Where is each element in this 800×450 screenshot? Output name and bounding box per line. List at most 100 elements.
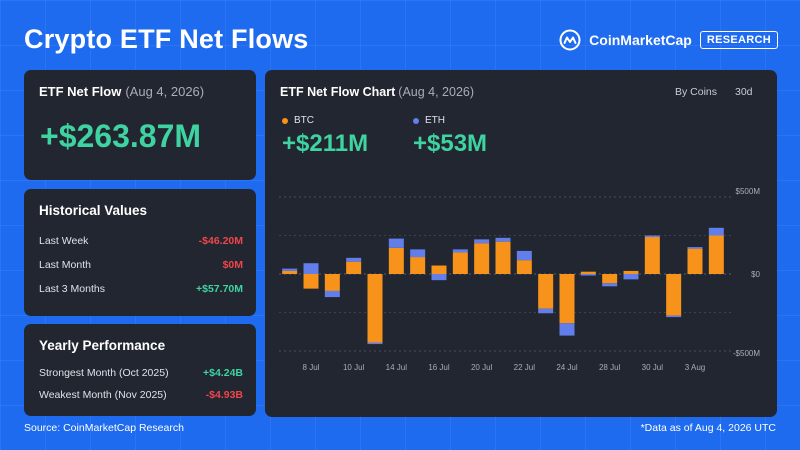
chart-title: ETF Net Flow Chart (Aug 4, 2026) bbox=[280, 85, 474, 99]
net-flow-header: ETF Net Flow (Aug 4, 2026) bbox=[39, 84, 204, 99]
bar-btc bbox=[303, 274, 319, 289]
bar-btc bbox=[644, 237, 660, 274]
yearly-performance-card: Yearly Performance Strongest Month (Oct … bbox=[24, 324, 256, 416]
bar-eth bbox=[516, 250, 532, 261]
historical-title: Historical Values bbox=[39, 203, 148, 218]
historical-row-value: -$46.20M bbox=[198, 235, 243, 247]
bar-eth bbox=[495, 237, 511, 242]
bar-eth bbox=[474, 239, 490, 244]
net-flow-value: +$263.87M bbox=[40, 118, 202, 154]
yearly-row: Strongest Month (Oct 2025) +$4.24B bbox=[39, 367, 243, 379]
x-tick-label: 24 Jul bbox=[556, 363, 578, 372]
bar-btc bbox=[282, 270, 298, 274]
eth-flow-value: +$53M bbox=[413, 130, 488, 157]
legend-eth: ETH bbox=[413, 115, 445, 126]
coinmarketcap-logo-icon bbox=[559, 29, 581, 51]
bar-btc bbox=[559, 274, 575, 324]
legend-eth-label: ETH bbox=[425, 115, 445, 126]
bar-btc bbox=[580, 271, 596, 274]
btc-flow-value: +$211M bbox=[282, 130, 369, 157]
historical-row: Last Month $0M bbox=[39, 259, 243, 271]
bar-eth bbox=[431, 274, 447, 281]
yearly-row: Weakest Month (Nov 2025) -$4.93B bbox=[39, 389, 243, 401]
bar-eth bbox=[324, 290, 340, 298]
eth-dot-icon bbox=[413, 117, 419, 124]
y-tick-label: -$500M bbox=[733, 349, 760, 358]
bar-eth bbox=[602, 283, 618, 287]
x-tick-label: 20 Jul bbox=[471, 363, 493, 372]
yearly-row-value: +$4.24B bbox=[203, 367, 243, 379]
bar-eth bbox=[666, 315, 682, 318]
y-tick-label: $0 bbox=[751, 270, 760, 279]
net-flow-date: (Aug 4, 2026) bbox=[125, 84, 205, 99]
bar-btc bbox=[367, 274, 383, 343]
flow-bar-chart: $500M $0 -$500M 8 Jul 10 Jul 14 Jul 16 Jul 20 J… bbox=[279, 187, 761, 372]
net-flow-card: ETF Net Flow (Aug 4, 2026) +$263.87M bbox=[24, 70, 256, 180]
bar-eth bbox=[559, 323, 575, 336]
yearly-title: Yearly Performance bbox=[39, 338, 166, 353]
chart-title-label: ETF Net Flow Chart bbox=[280, 85, 396, 99]
bar-btc bbox=[452, 252, 468, 274]
net-flow-chart-card: ETF Net Flow Chart (Aug 4, 2026) By Coins… bbox=[265, 70, 777, 417]
bar-eth bbox=[346, 257, 362, 262]
y-tick-label: $500M bbox=[736, 187, 761, 196]
bar-btc bbox=[687, 248, 703, 274]
net-flow-label: ETF Net Flow bbox=[39, 84, 122, 99]
bar-btc bbox=[516, 260, 532, 274]
historical-row-value: +$57.70M bbox=[196, 283, 243, 295]
historical-row: Last Week -$46.20M bbox=[39, 235, 243, 247]
bar-btc bbox=[623, 270, 639, 274]
historical-row-label: Last Month bbox=[39, 259, 91, 271]
x-tick-label: 28 Jul bbox=[599, 363, 621, 372]
bar-eth bbox=[367, 342, 383, 345]
bar-eth bbox=[538, 308, 554, 314]
source-note: Source: CoinMarketCap Research bbox=[24, 422, 184, 434]
yearly-row-label: Weakest Month (Nov 2025) bbox=[39, 389, 167, 401]
btc-dot-icon bbox=[282, 117, 288, 124]
yearly-row-value: -$4.93B bbox=[205, 389, 243, 401]
historical-values-card: Historical Values Last Week -$46.20M Las… bbox=[24, 189, 256, 316]
bar-eth bbox=[580, 274, 596, 276]
brand-tag: RESEARCH bbox=[699, 31, 778, 49]
x-tick-label: 16 Jul bbox=[428, 363, 450, 372]
legend-btc: BTC bbox=[282, 115, 314, 126]
bar-btc bbox=[708, 235, 724, 274]
historical-row-label: Last 3 Months bbox=[39, 283, 105, 295]
x-tick-label: 10 Jul bbox=[343, 363, 365, 372]
bar-eth bbox=[282, 268, 298, 271]
page-title: Crypto ETF Net Flows bbox=[24, 24, 309, 54]
bar-eth bbox=[708, 227, 724, 236]
historical-row: Last 3 Months +$57.70M bbox=[39, 283, 243, 295]
yearly-row-label: Strongest Month (Oct 2025) bbox=[39, 367, 169, 379]
bar-eth bbox=[452, 249, 468, 253]
bar-btc bbox=[388, 247, 404, 274]
bar-eth bbox=[687, 247, 703, 249]
bar-eth bbox=[410, 249, 426, 258]
historical-row-label: Last Week bbox=[39, 235, 89, 247]
bar-eth bbox=[303, 263, 319, 274]
brand: CoinMarketCap RESEARCH bbox=[559, 29, 778, 51]
bar-btc bbox=[324, 274, 340, 291]
bar-eth bbox=[644, 235, 660, 238]
bar-btc bbox=[602, 274, 618, 284]
by-coins-toggle[interactable]: By Coins bbox=[675, 86, 718, 98]
data-as-of-note: *Data as of Aug 4, 2026 UTC bbox=[640, 422, 776, 434]
chart-title-date: (Aug 4, 2026) bbox=[398, 85, 475, 99]
bar-eth bbox=[623, 274, 639, 280]
x-tick-label: 30 Jul bbox=[642, 363, 664, 372]
bar-btc bbox=[666, 274, 682, 316]
x-tick-label: 14 Jul bbox=[386, 363, 408, 372]
bar-eth bbox=[388, 238, 404, 248]
x-tick-label: 22 Jul bbox=[514, 363, 536, 372]
x-tick-label: 8 Jul bbox=[303, 363, 320, 372]
x-tick-label: 3 Aug bbox=[685, 363, 705, 372]
bar-btc bbox=[431, 265, 447, 274]
range-30d-button[interactable]: 30d bbox=[735, 86, 753, 98]
bar-btc bbox=[495, 241, 511, 274]
historical-row-value: $0M bbox=[222, 259, 243, 271]
bar-btc bbox=[346, 261, 362, 274]
bar-btc bbox=[538, 274, 554, 309]
bar-btc bbox=[410, 257, 426, 274]
bar-btc bbox=[474, 243, 490, 274]
legend-btc-label: BTC bbox=[294, 115, 314, 126]
